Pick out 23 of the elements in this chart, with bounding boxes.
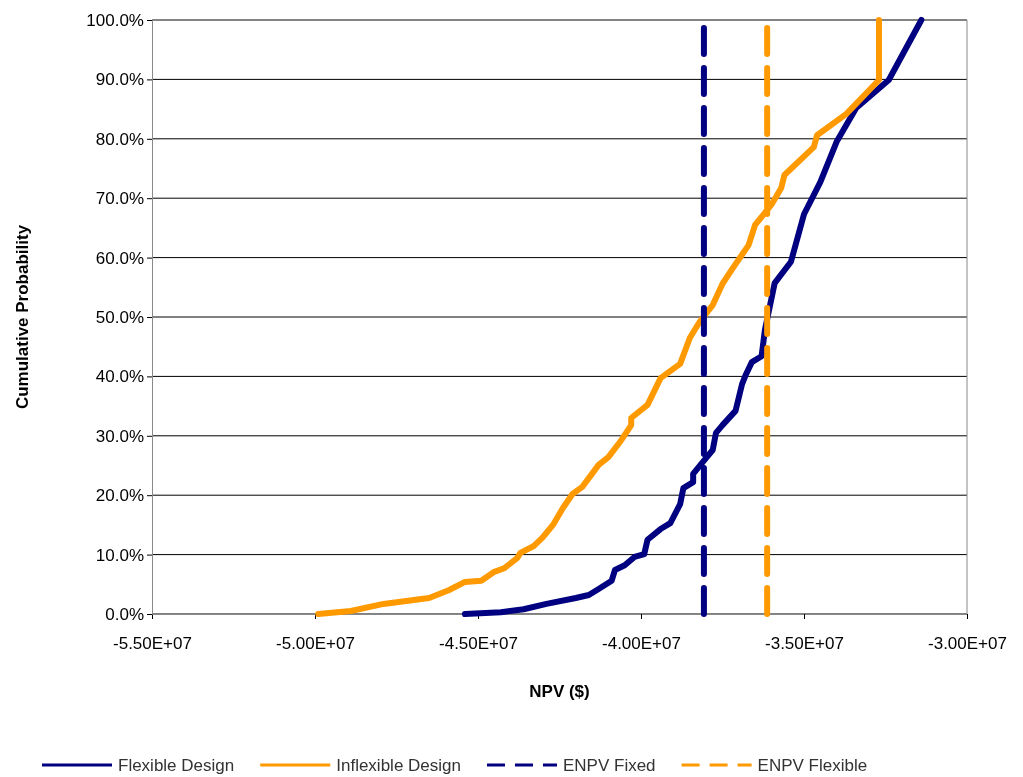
y-axis-title: Cumulative Probability <box>13 224 32 410</box>
y-tick-label: 90.0% <box>95 70 144 90</box>
legend-label: ENPV Fixed <box>562 756 656 775</box>
y-tick-label: 10.0% <box>95 545 144 565</box>
x-tick-label: -4.00E+07 <box>602 634 681 654</box>
y-tick-label: 30.0% <box>95 426 144 446</box>
y-tick-label: 40.0% <box>95 367 144 387</box>
legend-label: Flexible Design <box>118 756 235 775</box>
x-tick-label: -5.50E+07 <box>113 634 192 654</box>
x-tick-label: -5.00E+07 <box>276 634 355 654</box>
y-tick-label: 60.0% <box>95 248 144 268</box>
y-tick-label: 80.0% <box>95 129 144 149</box>
legend-label: ENPV Flexible <box>757 756 868 775</box>
y-tick-label: 50.0% <box>95 307 144 327</box>
y-tick-label: 20.0% <box>95 486 144 506</box>
y-tick-label: 0.0% <box>105 604 144 624</box>
x-tick-label: -4.50E+07 <box>439 634 518 654</box>
y-tick-label: 70.0% <box>95 189 144 209</box>
y-tick-label: 100.0% <box>86 10 144 30</box>
legend-label: Inflexible Design <box>336 756 461 775</box>
x-tick-label: -3.00E+07 <box>928 634 1007 654</box>
x-axis-title: NPV ($) <box>529 682 590 701</box>
x-tick-label: -3.50E+07 <box>765 634 844 654</box>
